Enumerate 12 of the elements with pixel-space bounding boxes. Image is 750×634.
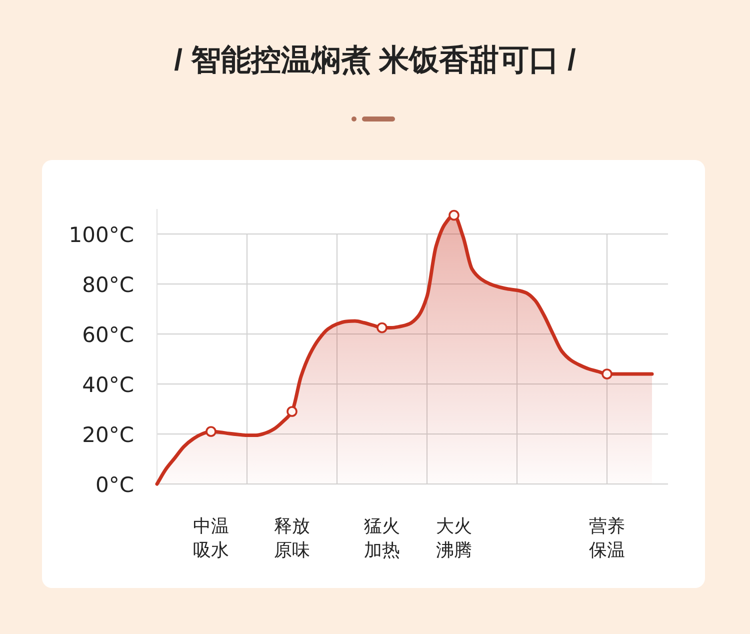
y-tick-label: 40°C (82, 373, 134, 397)
chart-title: / 智能控温焖煮 米饭香甜可口 / (174, 44, 576, 77)
x-tick-label: 大火沸腾 (436, 516, 472, 561)
y-tick-label: 60°C (82, 323, 134, 347)
x-tick-label: 猛火加热 (364, 516, 400, 561)
x-tick-label: 释放原味 (274, 516, 310, 561)
y-tick-label: 0°C (95, 473, 134, 497)
y-tick-label: 80°C (82, 273, 134, 297)
x-tick-label: 营养保温 (589, 516, 625, 561)
x-tick-label: 中温吸水 (193, 516, 229, 561)
y-tick-label: 100°C (68, 223, 134, 247)
y-tick-label: 20°C (82, 423, 134, 447)
